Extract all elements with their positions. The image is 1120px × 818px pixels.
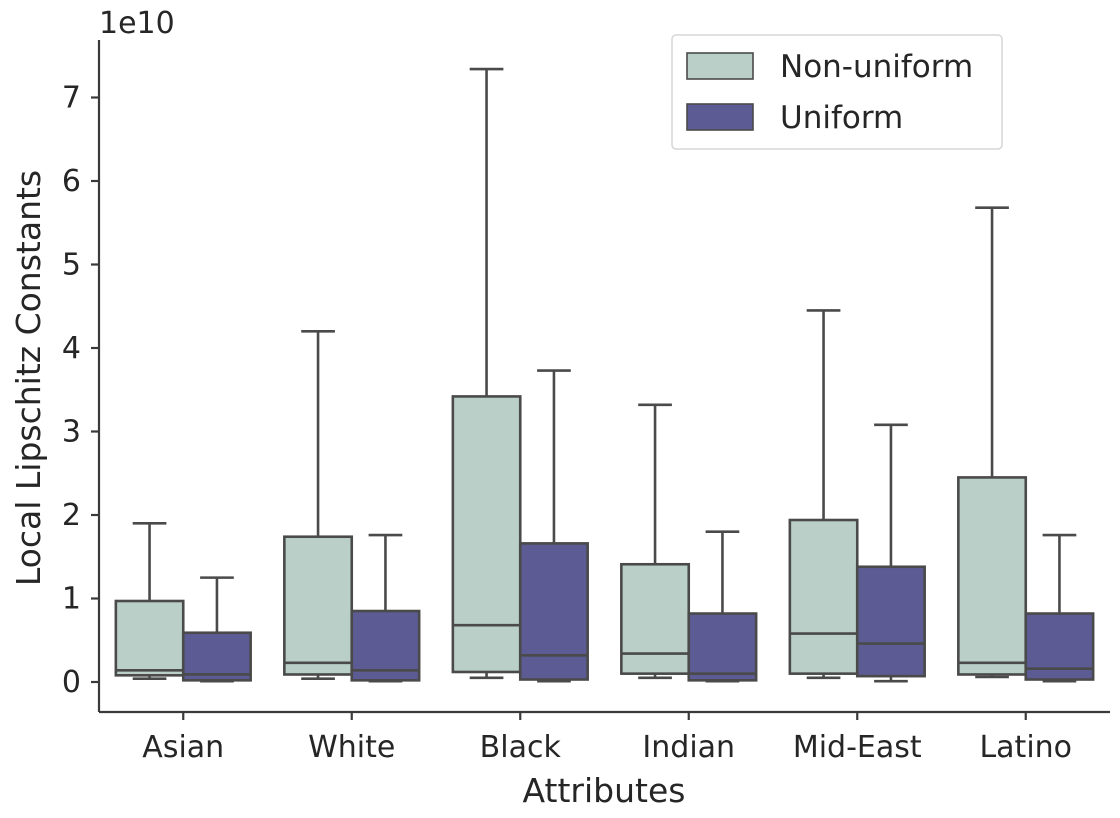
y-tick-label-6: 6 bbox=[62, 164, 81, 199]
x-tick-label-black: Black bbox=[480, 730, 562, 765]
x-ticks: Asian White Black Indian Mid-East Latino bbox=[142, 712, 1072, 765]
box-non-uniform-mid-east bbox=[788, 518, 859, 675]
x-tick-label-asian: Asian bbox=[142, 730, 224, 765]
y-tick-label-0: 0 bbox=[62, 665, 81, 700]
legend: Non-uniform Uniform bbox=[671, 34, 1003, 150]
y-ticks: 0 1 2 3 4 5 6 7 bbox=[62, 81, 99, 700]
legend-frame bbox=[671, 34, 1003, 150]
y-tick-label-7: 7 bbox=[62, 81, 81, 116]
box-non-uniform-black bbox=[451, 395, 522, 674]
box-uniform-asian bbox=[181, 631, 252, 682]
plot-area bbox=[114, 67, 1095, 683]
y-tick-label-2: 2 bbox=[62, 498, 81, 533]
x-tick-label-mid-east: Mid-East bbox=[793, 730, 922, 765]
box-uniform-mid-east bbox=[855, 565, 926, 678]
box-non-uniform-indian bbox=[620, 562, 691, 675]
box-uniform-white bbox=[350, 609, 421, 682]
box-uniform-indian bbox=[687, 612, 758, 682]
x-tick-label-indian: Indian bbox=[642, 730, 735, 765]
y-tick-label-5: 5 bbox=[62, 248, 81, 283]
y-tick-label-1: 1 bbox=[62, 582, 81, 617]
legend-swatch-non-uniform bbox=[686, 52, 754, 80]
legend-label-uniform: Uniform bbox=[780, 100, 903, 136]
y-tick-label-3: 3 bbox=[62, 415, 81, 450]
x-tick-label-white: White bbox=[308, 730, 395, 765]
y-tick-label-4: 4 bbox=[62, 331, 81, 366]
box-non-uniform-white bbox=[283, 535, 354, 676]
y-axis-title: Local Lipschitz Constants bbox=[9, 170, 48, 586]
legend-swatch-uniform bbox=[686, 103, 754, 131]
box-non-uniform-latino bbox=[957, 476, 1028, 676]
x-axis-title: Attributes bbox=[523, 771, 686, 810]
box-uniform-black bbox=[518, 542, 589, 681]
legend-label-non-uniform: Non-uniform bbox=[780, 49, 973, 85]
x-tick-label-latino: Latino bbox=[979, 730, 1072, 765]
box-non-uniform-asian bbox=[114, 599, 185, 677]
y-offset-label: 1e10 bbox=[99, 6, 175, 41]
